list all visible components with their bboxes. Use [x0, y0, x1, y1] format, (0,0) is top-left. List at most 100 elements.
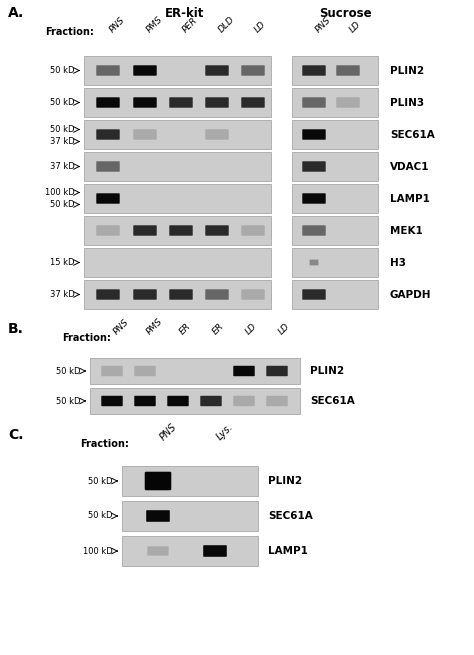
Bar — [292, 280, 378, 309]
FancyBboxPatch shape — [133, 98, 157, 107]
Text: SEC61A: SEC61A — [268, 511, 313, 521]
FancyBboxPatch shape — [145, 472, 171, 491]
Text: GAPDH: GAPDH — [390, 290, 431, 299]
FancyBboxPatch shape — [133, 66, 157, 76]
Bar — [292, 56, 378, 85]
Text: PNS: PNS — [314, 15, 333, 34]
Bar — [84, 184, 271, 213]
FancyBboxPatch shape — [133, 225, 157, 236]
Text: 100 kD: 100 kD — [83, 546, 113, 555]
Text: 50 kD: 50 kD — [51, 200, 75, 209]
Bar — [84, 152, 271, 181]
Text: 37 kD: 37 kD — [50, 137, 75, 146]
Text: 50 kD: 50 kD — [89, 476, 113, 485]
Text: PER: PER — [181, 15, 200, 34]
Bar — [84, 120, 271, 149]
Text: DLD: DLD — [217, 14, 237, 34]
FancyBboxPatch shape — [134, 365, 156, 376]
FancyBboxPatch shape — [133, 129, 157, 140]
FancyBboxPatch shape — [96, 66, 120, 76]
Text: VDAC1: VDAC1 — [390, 162, 429, 172]
Text: 50 kD: 50 kD — [56, 396, 81, 405]
FancyBboxPatch shape — [205, 129, 229, 140]
FancyBboxPatch shape — [96, 193, 120, 204]
Text: PNS: PNS — [112, 317, 131, 336]
FancyBboxPatch shape — [241, 225, 264, 236]
Text: Lys.: Lys. — [215, 422, 236, 442]
FancyBboxPatch shape — [233, 365, 255, 376]
FancyBboxPatch shape — [96, 290, 120, 300]
FancyBboxPatch shape — [147, 546, 169, 555]
FancyBboxPatch shape — [96, 98, 120, 107]
FancyBboxPatch shape — [241, 66, 264, 76]
Bar — [292, 216, 378, 245]
Text: LAMP1: LAMP1 — [390, 193, 430, 204]
Text: 50 kD: 50 kD — [56, 367, 81, 375]
Text: 100 kD: 100 kD — [45, 188, 75, 197]
FancyBboxPatch shape — [336, 66, 360, 76]
Bar — [122, 466, 258, 496]
Text: PNS: PNS — [158, 421, 179, 442]
Text: PLIN3: PLIN3 — [390, 98, 424, 107]
Text: 15 kD: 15 kD — [51, 258, 75, 267]
FancyBboxPatch shape — [233, 396, 255, 406]
FancyBboxPatch shape — [101, 365, 123, 376]
Text: 50 kD: 50 kD — [51, 125, 75, 134]
Text: B.: B. — [8, 322, 24, 336]
Text: ER-kit: ER-kit — [165, 7, 205, 20]
Text: 50 kD: 50 kD — [51, 98, 75, 107]
FancyBboxPatch shape — [266, 365, 288, 376]
Bar — [84, 56, 271, 85]
Text: LD: LD — [348, 19, 363, 34]
Text: ER: ER — [178, 321, 193, 336]
Text: PLIN2: PLIN2 — [310, 366, 344, 376]
Bar — [90, 358, 300, 384]
Bar — [292, 152, 378, 181]
Bar — [84, 248, 271, 277]
Text: PMS: PMS — [145, 14, 164, 34]
Text: PLIN2: PLIN2 — [268, 476, 302, 486]
Bar — [90, 388, 300, 414]
FancyBboxPatch shape — [96, 225, 120, 236]
Bar — [292, 88, 378, 117]
Text: Sucrose: Sucrose — [319, 7, 371, 20]
FancyBboxPatch shape — [169, 290, 193, 300]
Bar — [84, 280, 271, 309]
FancyBboxPatch shape — [310, 259, 319, 265]
FancyBboxPatch shape — [96, 129, 120, 140]
FancyBboxPatch shape — [302, 290, 326, 300]
FancyBboxPatch shape — [302, 161, 326, 172]
FancyBboxPatch shape — [169, 98, 193, 107]
Bar — [84, 88, 271, 117]
FancyBboxPatch shape — [204, 477, 226, 485]
FancyBboxPatch shape — [167, 396, 189, 406]
Bar — [292, 120, 378, 149]
FancyBboxPatch shape — [266, 396, 288, 406]
FancyBboxPatch shape — [205, 98, 229, 107]
Text: Fraction:: Fraction: — [80, 439, 129, 449]
FancyBboxPatch shape — [101, 396, 123, 406]
FancyBboxPatch shape — [205, 290, 229, 300]
Text: PLIN2: PLIN2 — [390, 66, 424, 75]
Text: 50 kD: 50 kD — [89, 512, 113, 521]
Text: SEC61A: SEC61A — [310, 396, 355, 406]
Text: ER: ER — [211, 321, 226, 336]
FancyBboxPatch shape — [302, 66, 326, 76]
Bar — [122, 536, 258, 566]
Text: PNS: PNS — [108, 15, 127, 34]
Text: SEC61A: SEC61A — [390, 130, 435, 140]
Bar — [292, 184, 378, 213]
Text: 37 kD: 37 kD — [50, 162, 75, 171]
Text: MEK1: MEK1 — [390, 225, 423, 236]
FancyBboxPatch shape — [336, 98, 360, 107]
Bar — [122, 501, 258, 531]
Text: LD: LD — [244, 321, 259, 336]
Text: Fraction:: Fraction: — [62, 333, 111, 343]
FancyBboxPatch shape — [241, 290, 264, 300]
Bar — [292, 248, 378, 277]
FancyBboxPatch shape — [302, 98, 326, 107]
Text: LAMP1: LAMP1 — [268, 546, 308, 556]
FancyBboxPatch shape — [96, 161, 120, 172]
FancyBboxPatch shape — [146, 510, 170, 522]
Text: 37 kD: 37 kD — [50, 290, 75, 299]
